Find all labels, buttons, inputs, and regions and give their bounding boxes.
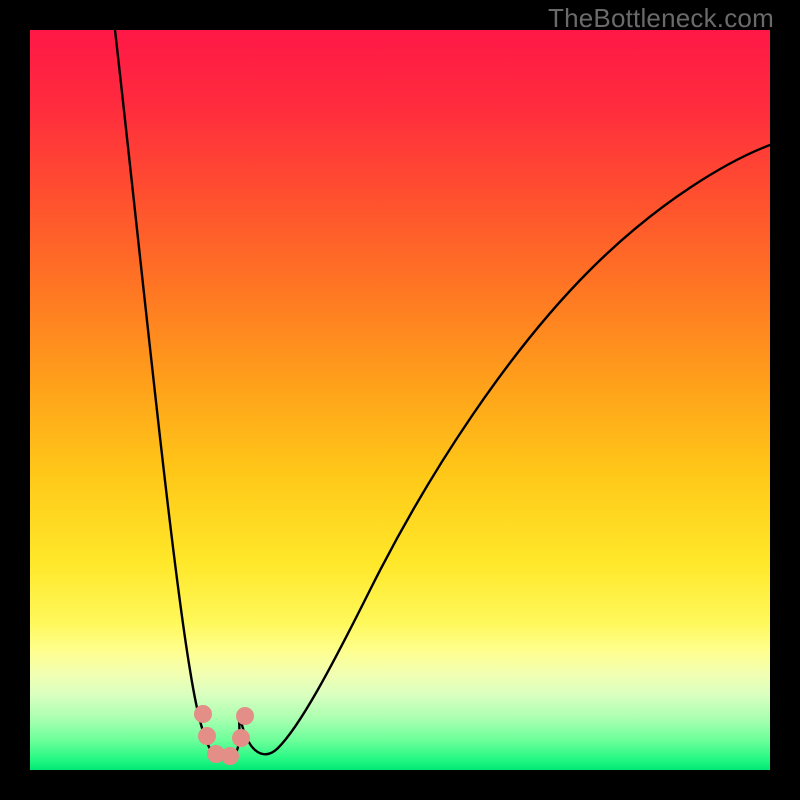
bottleneck-curve-right [240, 145, 770, 754]
watermark-text: TheBottleneck.com [548, 3, 774, 34]
marker-dot [221, 747, 239, 765]
marker-dot [232, 729, 250, 747]
marker-dot [236, 707, 254, 725]
curves-layer [30, 30, 770, 770]
marker-group [194, 705, 254, 765]
marker-dot [198, 727, 216, 745]
marker-dot [194, 705, 212, 723]
plot-area [30, 30, 770, 770]
bottleneck-curve-left [115, 30, 239, 760]
